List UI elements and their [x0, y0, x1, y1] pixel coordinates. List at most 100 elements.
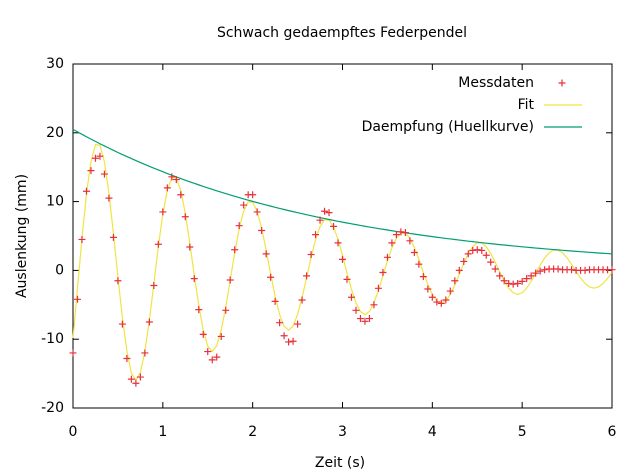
data-point [370, 301, 378, 309]
data-point [136, 373, 144, 381]
data-point [231, 246, 239, 254]
x-tick-label: 5 [518, 424, 527, 440]
data-point [100, 170, 108, 178]
data-point [532, 269, 540, 277]
data-point [361, 317, 369, 325]
data-point [334, 239, 342, 247]
data-point [469, 246, 477, 254]
data-point [536, 267, 544, 275]
data-point [91, 154, 99, 162]
x-tick-label: 4 [428, 424, 437, 440]
data-point [352, 306, 360, 314]
data-point [186, 243, 194, 251]
data-point [419, 273, 427, 281]
x-axis-label: Zeit (s) [315, 455, 365, 471]
data-point [437, 299, 445, 307]
data-point [204, 348, 212, 356]
data-point [316, 216, 324, 224]
x-tick-label: 6 [608, 424, 617, 440]
y-tick-label: 0 [55, 262, 64, 278]
data-point [249, 191, 257, 199]
data-point [509, 280, 517, 288]
data-point [127, 375, 135, 383]
data-point [496, 272, 504, 280]
data-point [208, 356, 216, 364]
x-tick-label: 1 [158, 424, 167, 440]
data-point [446, 287, 454, 295]
data-point [554, 265, 562, 273]
data-point [235, 222, 243, 230]
data-point [294, 320, 302, 328]
data-point [442, 296, 450, 304]
legend-marker [558, 79, 566, 87]
data-point [195, 306, 203, 314]
data-point [276, 319, 284, 327]
data-point [356, 315, 364, 323]
data-point [168, 173, 176, 181]
y-tick-label: 10 [46, 194, 64, 210]
data-point [69, 349, 77, 357]
data-point [190, 275, 198, 283]
data-point [114, 277, 122, 285]
legend-label: Fit [518, 97, 535, 113]
data-point [406, 237, 414, 245]
data-point [401, 229, 409, 237]
data-point [181, 213, 189, 221]
data-point [312, 231, 320, 239]
data-point [568, 266, 576, 274]
y-tick-label: -10 [41, 331, 64, 347]
data-point [82, 187, 90, 195]
data-point [383, 253, 391, 261]
data-point [608, 266, 616, 274]
data-point [87, 167, 95, 175]
data-point [159, 208, 167, 216]
data-point [172, 176, 180, 184]
data-point [581, 266, 589, 274]
data-point [518, 277, 526, 285]
data-point [217, 332, 225, 340]
data-point [339, 255, 346, 263]
data-point [330, 222, 338, 230]
data-point [514, 279, 522, 287]
data-point [262, 250, 270, 258]
x-tick-label: 2 [248, 424, 257, 440]
data-point [523, 275, 531, 283]
data-point [428, 293, 436, 301]
data-point [96, 152, 104, 160]
data-point [298, 296, 306, 304]
data-point [415, 260, 423, 268]
data-point [307, 251, 315, 259]
data-point [451, 277, 459, 285]
data-point [343, 275, 351, 283]
data-point [464, 250, 472, 258]
data-point [500, 277, 508, 285]
legend-label: Messdaten [458, 75, 534, 91]
data-point [460, 257, 468, 265]
data-point [397, 228, 405, 236]
series-line [72, 128, 613, 255]
data-point [226, 276, 234, 284]
data-point [410, 249, 418, 257]
data-point [73, 295, 81, 303]
data-point [213, 353, 221, 361]
x-tick-label: 0 [69, 424, 78, 440]
data-point [240, 201, 248, 209]
data-point [365, 315, 373, 323]
x-tick-label: 3 [338, 424, 347, 440]
data-point [222, 306, 230, 314]
data-point [482, 251, 490, 259]
data-point [455, 266, 463, 274]
y-tick-label: 30 [46, 56, 64, 72]
data-point [491, 265, 499, 273]
data-point [424, 285, 432, 293]
data-point [132, 379, 140, 387]
y-tick-label: -20 [41, 400, 64, 416]
data-point [478, 246, 486, 254]
data-point [303, 272, 311, 280]
data-point [347, 293, 355, 301]
data-point [150, 282, 158, 290]
data-point [379, 268, 387, 276]
data-point [199, 330, 207, 338]
